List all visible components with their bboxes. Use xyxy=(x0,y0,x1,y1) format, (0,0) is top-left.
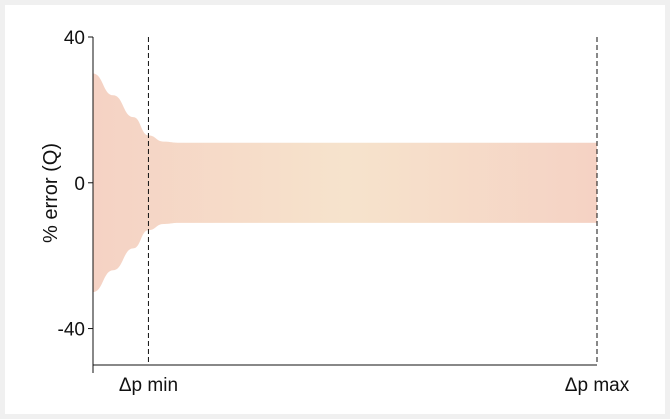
y-axis-title: % error (Q) xyxy=(40,143,62,243)
y-tick-label-0: 40 xyxy=(64,28,85,49)
error-band-chart: Δp min Δp max 40 0 -40 % error (Q) xyxy=(40,28,630,396)
x-marker-label-0: Δp min xyxy=(119,375,178,396)
error-band xyxy=(93,73,597,293)
x-marker-label-1: Δp max xyxy=(565,375,630,396)
y-tick-label-1: 0 xyxy=(74,174,85,195)
chart-card: Δp min Δp max 40 0 -40 % error (Q) xyxy=(5,5,665,414)
y-tick-label-2: -40 xyxy=(58,320,85,341)
